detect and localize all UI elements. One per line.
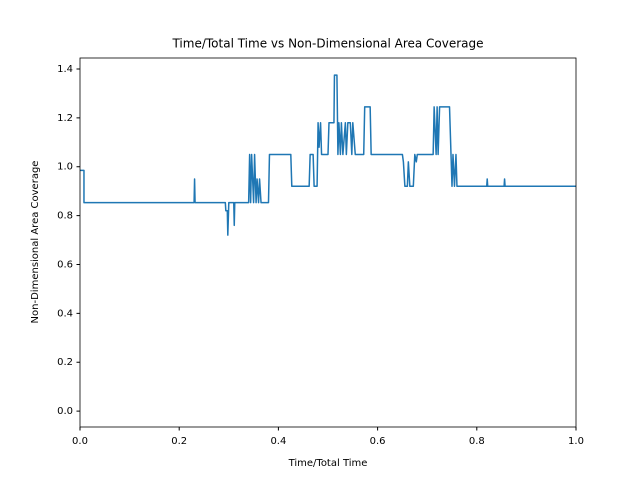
y-tick-label: 1.4: [57, 64, 73, 75]
plot-frame: [79, 57, 577, 428]
y-axis-label: Non-Dimensional Area Coverage: [30, 161, 41, 324]
y-tick-label: 1.2: [57, 113, 73, 124]
y-tick-label: 0.0: [57, 406, 73, 417]
x-tick-label: 0.0: [72, 436, 88, 447]
y-tick-label: 0.4: [57, 308, 73, 319]
x-tick-label: 0.8: [469, 436, 485, 447]
y-tick-label: 0.8: [57, 211, 73, 222]
x-tick-label: 0.2: [171, 436, 187, 447]
y-tick-label: 0.6: [57, 259, 73, 270]
x-tick-label: 1.0: [568, 436, 584, 447]
y-tick-label: 0.2: [57, 357, 73, 368]
x-axis-label: Time/Total Time: [288, 458, 368, 469]
chart-title: Time/Total Time vs Non-Dimensional Area …: [171, 37, 483, 51]
y-tick-label: 1.0: [57, 162, 73, 173]
x-tick-label: 0.6: [370, 436, 386, 447]
x-tick-label: 0.4: [270, 436, 286, 447]
data-line: [80, 74, 576, 236]
